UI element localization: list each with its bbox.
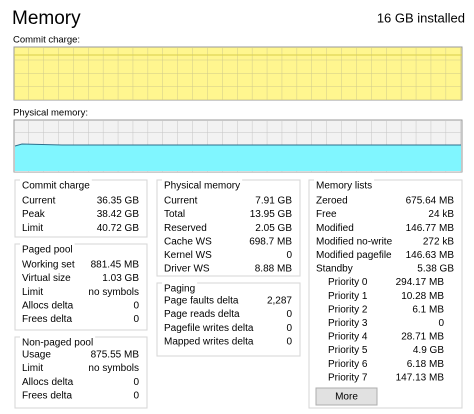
row-label: Limit (22, 363, 43, 374)
group-title-bg (162, 282, 198, 294)
row-value: 6.18 MB (407, 359, 445, 370)
row-value: 0 (286, 309, 292, 320)
row-value: 7.91 GB (255, 196, 292, 207)
group-box (308, 179, 463, 409)
row-value: 28.71 MB (401, 332, 444, 343)
row-value: 0 (133, 390, 139, 401)
row-label: Limit (22, 287, 43, 298)
more-button[interactable] (315, 387, 378, 406)
row-label: Current (164, 196, 198, 207)
row-label: Page reads delta (164, 309, 240, 320)
group-title-bg (20, 336, 96, 348)
row-label: Page faults delta (164, 296, 239, 307)
row-value: 38.42 GB (97, 209, 140, 220)
group-title: Commit charge (22, 181, 90, 192)
row-label: Allocs delta (22, 377, 74, 388)
row-label: Frees delta (22, 314, 72, 325)
row-label: Total (164, 209, 185, 220)
row-label: Standby (316, 264, 353, 275)
row-value: 294.17 MB (396, 277, 445, 288)
group-box (156, 282, 301, 357)
row-value: 6.1 MB (412, 304, 444, 315)
row-value: 675.64 MB (406, 196, 455, 207)
row-value: 0 (286, 323, 292, 334)
row-value: 10.28 MB (401, 291, 444, 302)
row-value: 146.63 MB (406, 250, 455, 261)
group-title: Paging (164, 284, 195, 295)
group-title-bg (314, 179, 375, 191)
row-label: Free (316, 209, 337, 220)
row-label: Current (22, 196, 56, 207)
row-label: Priority 6 (328, 359, 368, 370)
panels: Commit charge Current 36.35 GB Peak 38.42 GB… (14, 179, 463, 409)
row-label: Allocs delta (22, 300, 74, 311)
row-value: 0 (286, 336, 292, 347)
row-value: 0 (133, 314, 139, 325)
row-value: 146.77 MB (406, 223, 455, 234)
row-value: 2,287 (267, 296, 292, 307)
row-value: 0 (133, 377, 139, 388)
row-label: Frees delta (22, 390, 72, 401)
row-value: 2.05 GB (255, 223, 292, 234)
row-label: Working set (22, 260, 75, 271)
group-title: Paged pool (22, 245, 73, 256)
row-label: Priority 5 (328, 345, 368, 356)
group-title: Physical memory (164, 181, 240, 192)
row-value: 13.95 GB (250, 209, 293, 220)
group-title-bg (162, 179, 243, 191)
row-value: 0 (438, 318, 444, 329)
row-value: 24 kB (428, 209, 454, 220)
row-value: no symbols (88, 287, 139, 298)
row-value: 5.38 GB (417, 264, 454, 275)
row-value: 0 (286, 250, 292, 261)
row-value: 698.7 MB (249, 236, 292, 247)
graph-label: Physical memory: (13, 108, 88, 119)
row-label: Kernel WS (164, 250, 212, 261)
group-title: Non-paged pool (22, 338, 93, 349)
group-title: Memory lists (316, 181, 372, 192)
row-value: 0 (133, 300, 139, 311)
row-value: 272 kB (423, 236, 454, 247)
row-value: 8.88 MB (255, 264, 293, 275)
row-value: 147.13 MB (396, 372, 445, 383)
row-label: Reserved (164, 223, 207, 234)
group-box (14, 243, 148, 331)
row-label: Priority 7 (328, 372, 368, 383)
row-value: 875.55 MB (91, 350, 140, 361)
row-value: 881.45 MB (91, 260, 140, 271)
row-label: Priority 3 (328, 318, 368, 329)
more-button-label[interactable]: More (335, 392, 358, 403)
row-label: Mapped writes delta (164, 336, 254, 347)
physical-area (15, 144, 461, 171)
group-title-bg (20, 243, 75, 255)
row-label: Zeroed (316, 196, 348, 207)
row-label: Priority 1 (328, 291, 368, 302)
row-label: Priority 4 (328, 332, 368, 343)
row-label: Pagefile writes delta (164, 323, 254, 334)
row-label: Modified pagefile (316, 250, 392, 261)
row-value: 40.72 GB (97, 223, 140, 234)
row-value: no symbols (88, 363, 139, 374)
row-value: 36.35 GB (97, 196, 140, 207)
row-label: Priority 2 (328, 304, 368, 315)
row-label: Limit (22, 223, 43, 234)
row-label: Driver WS (164, 264, 210, 275)
physical-line (14, 143, 461, 147)
row-value: 4.9 GB (413, 345, 444, 356)
installed: 16 GB installed (377, 10, 465, 25)
title: Memory (12, 8, 81, 29)
group-title-bg (20, 179, 92, 191)
row-label: Peak (22, 209, 46, 220)
row-label: Priority 0 (328, 277, 368, 288)
row-value: 1.03 GB (102, 273, 139, 284)
commit-grid (14, 47, 462, 100)
row-label: Virtual size (22, 273, 71, 284)
row-label: Usage (22, 350, 51, 361)
row-label: Cache WS (164, 236, 212, 247)
row-label: Modified no-write (316, 236, 393, 247)
row-label: Modified (316, 223, 354, 234)
graph-label: Commit charge: (13, 35, 80, 46)
